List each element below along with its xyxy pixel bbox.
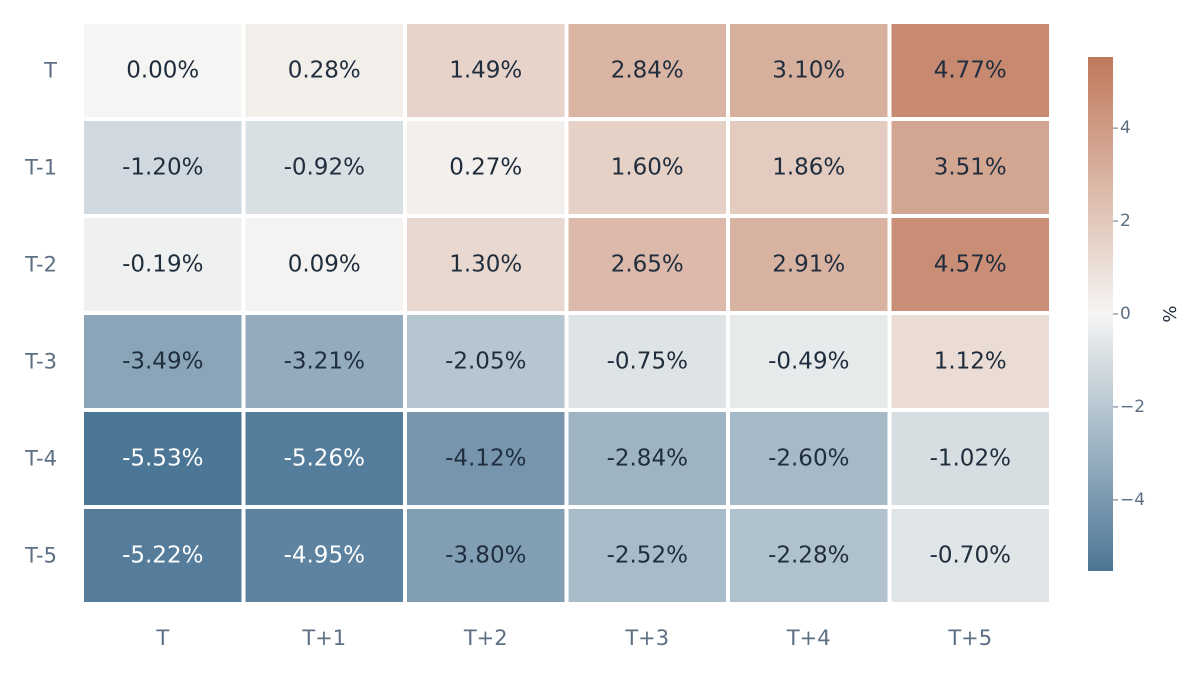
cell-value-label: -5.22% [122, 543, 203, 569]
cell-value-label: -2.60% [768, 446, 849, 472]
heatmap-cell-r0-c5 [891, 24, 1049, 117]
cell-value-label: -0.70% [930, 543, 1011, 569]
cell-value-label: -3.21% [284, 349, 365, 375]
cell-value-label: -3.49% [122, 349, 203, 375]
column-labels: T T+1 T+2 T+3 T+4 T+5 [155, 626, 992, 650]
cells-layer: 0.00% 0.28% 1.49% 2.84% 3.10% 4.77% -1.20% -0.9… [84, 24, 1049, 602]
cell-value-label: 0.09% [288, 252, 361, 278]
row-label: T-1 [24, 156, 57, 180]
cell-value-label: 0.27% [449, 155, 522, 181]
heatmap-cell-r1-c2 [407, 121, 565, 214]
cell-value-label: 2.65% [611, 252, 684, 278]
column-label: T [155, 626, 169, 650]
heatmap-cell-r3-c3 [568, 315, 726, 408]
heatmap-cell-r1-c1 [245, 121, 403, 214]
heatmap-cell-r3-c2 [407, 315, 565, 408]
heatmap-cell-r0-c3 [568, 24, 726, 117]
heatmap-cell-r4-c4 [730, 412, 888, 505]
cell-value-label: -2.52% [607, 543, 688, 569]
cell-value-label: 3.10% [772, 58, 845, 84]
colorbar-tick-label: 2 [1120, 211, 1131, 231]
heatmap-cell-r5-c4 [730, 509, 888, 602]
heatmap-cell-r1-c5 [891, 121, 1049, 214]
cell-value-label: -5.53% [122, 446, 203, 472]
cell-value-label: 1.49% [449, 58, 522, 84]
heatmap-cell-r4-c5 [891, 412, 1049, 505]
row-label: T-2 [24, 253, 57, 277]
column-label: T+4 [786, 626, 831, 650]
cell-value-label: 1.30% [449, 252, 522, 278]
cell-value-label: 3.51% [934, 155, 1007, 181]
row-label: T [43, 59, 57, 83]
cell-value-label: -1.02% [930, 446, 1011, 472]
cell-value-label: -0.75% [607, 349, 688, 375]
heatmap-cell-r5-c3 [568, 509, 726, 602]
cell-value-label: 2.91% [772, 252, 845, 278]
cell-value-label: 1.60% [611, 155, 684, 181]
heatmap-cell-r1-c0 [84, 121, 242, 214]
cell-value-label: 1.12% [934, 349, 1007, 375]
heatmap-cell-r5-c2 [407, 509, 565, 602]
cell-value-label: 1.86% [772, 155, 845, 181]
heatmap-cell-r0-c2 [407, 24, 565, 117]
cell-value-label: -0.19% [122, 252, 203, 278]
colorbar-tick-label: −4 [1120, 490, 1145, 510]
colorbar: % 4 2 0 −2 −4 [1088, 57, 1181, 571]
heatmap-cell-r3-c0 [84, 315, 242, 408]
row-labels: T T-1 T-2 T-3 T-4 T-5 [24, 59, 57, 568]
colorbar-tick-label: −2 [1120, 397, 1145, 417]
cell-value-label: 0.00% [126, 58, 199, 84]
colorbar-tick-label: 0 [1120, 304, 1131, 324]
row-label: T-5 [24, 544, 57, 568]
heatmap-cell-r2-c1 [245, 218, 403, 311]
heatmap-cell-r5-c1 [245, 509, 403, 602]
cell-value-label: -4.95% [284, 543, 365, 569]
cell-value-label: -4.12% [445, 446, 526, 472]
column-label: T+1 [301, 626, 346, 650]
cell-value-label: -2.84% [607, 446, 688, 472]
cell-value-label: -0.49% [768, 349, 849, 375]
heatmap-cell-r2-c4 [730, 218, 888, 311]
heatmap-cell-r4-c0 [84, 412, 242, 505]
heatmap-cell-r1-c4 [730, 121, 888, 214]
heatmap-cell-r1-c3 [568, 121, 726, 214]
heatmap-cell-r2-c0 [84, 218, 242, 311]
colorbar-label: % [1160, 305, 1181, 322]
heatmap-cell-r3-c4 [730, 315, 888, 408]
colorbar-tick-label: 4 [1120, 118, 1131, 138]
cell-value-label: 2.84% [611, 58, 684, 84]
column-label: T+2 [463, 626, 508, 650]
cell-value-label: 4.57% [934, 252, 1007, 278]
colorbar-gradient [1088, 57, 1113, 571]
cell-value-label: 4.77% [934, 58, 1007, 84]
cell-value-label: -2.05% [445, 349, 526, 375]
heatmap-cell-r2-c2 [407, 218, 565, 311]
heatmap-cell-r0-c4 [730, 24, 888, 117]
cell-value-label: -0.92% [284, 155, 365, 181]
heatmap-cell-r5-c0 [84, 509, 242, 602]
heatmap-cell-r5-c5 [891, 509, 1049, 602]
heatmap-cell-r0-c1 [245, 24, 403, 117]
cell-value-label: -1.20% [122, 155, 203, 181]
heatmap-cell-r4-c1 [245, 412, 403, 505]
heatmap-cell-r4-c3 [568, 412, 726, 505]
row-label: T-3 [24, 350, 57, 374]
cell-value-label: -2.28% [768, 543, 849, 569]
heatmap-cell-r3-c1 [245, 315, 403, 408]
heatmap-cell-r3-c5 [891, 315, 1049, 408]
column-label: T+5 [947, 626, 992, 650]
heatmap-cell-r2-c5 [891, 218, 1049, 311]
heatmap-cell-r4-c2 [407, 412, 565, 505]
column-label: T+3 [624, 626, 669, 650]
row-label: T-4 [24, 447, 57, 471]
cell-value-label: -5.26% [284, 446, 365, 472]
heatmap-cell-r2-c3 [568, 218, 726, 311]
heatmap-cell-r0-c0 [84, 24, 242, 117]
cell-value-label: 0.28% [288, 58, 361, 84]
cell-value-label: -3.80% [445, 543, 526, 569]
